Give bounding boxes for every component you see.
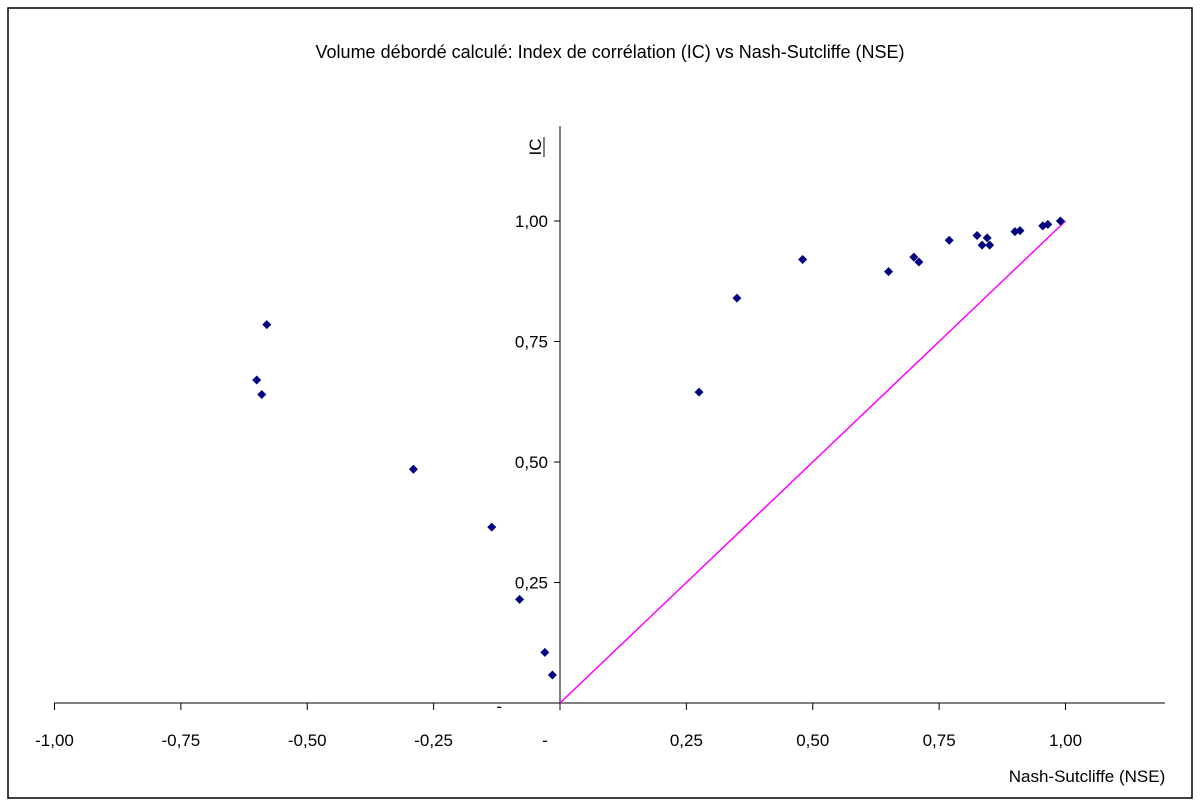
data-point bbox=[982, 233, 992, 243]
data-point bbox=[252, 375, 262, 385]
data-point bbox=[1015, 226, 1025, 236]
y-tick-label: 0,75 bbox=[515, 333, 548, 352]
y-axis-label-group: IC bbox=[526, 137, 545, 157]
data-point bbox=[262, 320, 272, 330]
x-tick-label: -1,00 bbox=[35, 731, 74, 750]
chart-frame bbox=[7, 7, 1193, 799]
data-point bbox=[884, 267, 894, 277]
data-point bbox=[257, 390, 267, 400]
x-tick-label: - bbox=[542, 731, 548, 750]
x-tick-label: 1,00 bbox=[1049, 731, 1082, 750]
data-point bbox=[977, 240, 987, 250]
data-point bbox=[914, 257, 924, 267]
data-point bbox=[547, 670, 557, 680]
x-tick-label: -0,75 bbox=[162, 731, 201, 750]
data-point bbox=[944, 235, 954, 245]
y-tick-label: 1,00 bbox=[515, 212, 548, 231]
y-tick-layer: - 0,25 0,50 0,75 1,00 bbox=[496, 212, 560, 716]
data-point bbox=[972, 230, 982, 240]
x-tick-layer: -1,00 -0,75 -0,50 -0,25-0,25 0,50 0,75 1,00 bbox=[35, 703, 1082, 750]
data-point bbox=[540, 647, 550, 657]
x-tick-label: 0,75 bbox=[923, 731, 956, 750]
reference-line bbox=[559, 220, 1067, 704]
data-point bbox=[909, 252, 919, 262]
chart-title: Volume débordé calculé: Index de corréla… bbox=[316, 42, 905, 62]
y-tick-label: 0,25 bbox=[515, 574, 548, 593]
x-tick-label: 0,50 bbox=[796, 731, 829, 750]
x-tick-label: -0,50 bbox=[288, 731, 327, 750]
data-point bbox=[732, 293, 742, 303]
y-axis-label: IC bbox=[526, 139, 545, 156]
x-tick-label: -0,25 bbox=[414, 731, 453, 750]
data-point bbox=[408, 464, 418, 474]
data-point bbox=[1043, 219, 1053, 229]
data-point bbox=[985, 240, 995, 250]
reference-line-layer bbox=[559, 220, 1067, 704]
data-point bbox=[487, 522, 497, 532]
y-tick-label: 0,50 bbox=[515, 453, 548, 472]
data-points-layer bbox=[252, 216, 1065, 680]
data-point bbox=[694, 387, 704, 397]
x-tick-label: 0,25 bbox=[670, 731, 703, 750]
data-point bbox=[1055, 216, 1065, 226]
data-point bbox=[515, 594, 525, 604]
y-tick-label: - bbox=[496, 697, 502, 716]
x-axis-label: Nash-Sutcliffe (NSE) bbox=[1009, 767, 1166, 786]
data-point bbox=[798, 255, 808, 265]
